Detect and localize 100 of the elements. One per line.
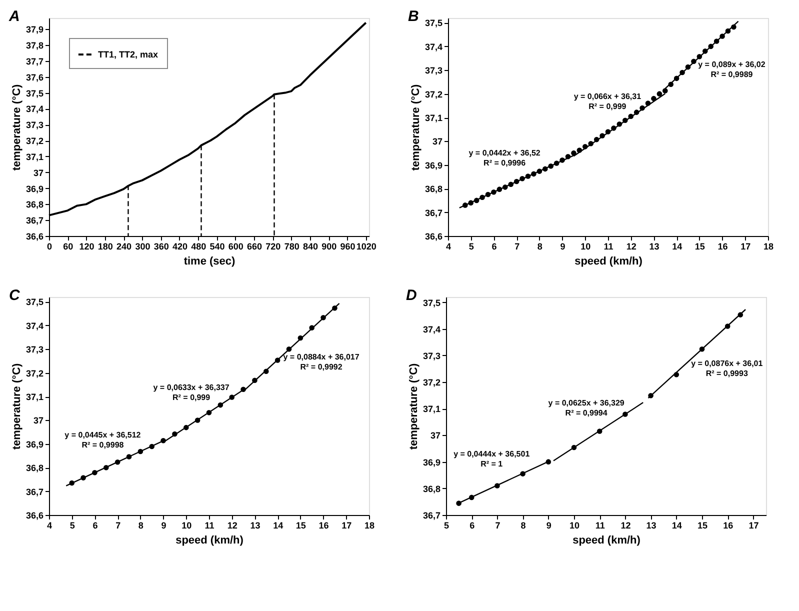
annotation: R² = 0,9996 <box>484 158 526 168</box>
x-tick-label: 16 <box>318 520 329 530</box>
annotation: y = 0,0444x + 36,501 <box>454 449 530 458</box>
x-tick-label: 18 <box>364 520 375 530</box>
x-tick-label: 5 <box>468 242 474 252</box>
legend-label: TT1, TT2, max <box>98 50 158 60</box>
x-axis-title: speed (km/h) <box>572 534 641 546</box>
y-tick-label: 37,4 <box>26 320 44 331</box>
x-tick-label: 10 <box>569 520 580 530</box>
x-tick-label: 480 <box>191 242 206 252</box>
y-tick-label: 37,7 <box>26 56 44 66</box>
x-tick-label: 540 <box>210 242 225 252</box>
x-tick-label: 12 <box>227 520 238 530</box>
y-tick-label: 36,6 <box>26 232 44 242</box>
y-tick-label: 37,2 <box>26 136 44 146</box>
annotation: R² = 0,9989 <box>710 70 754 79</box>
annotation: y = 0,0442x + 36,52 <box>468 148 541 158</box>
y-tick-label: 37,2 <box>26 368 44 378</box>
y-tick-label: 37,8 <box>26 40 44 51</box>
x-tick-label: 14 <box>273 520 284 530</box>
annotation: R² = 0,9992 <box>300 362 343 372</box>
annotation: R² = 0,999 <box>172 393 211 402</box>
y-tick-label: 36,9 <box>26 439 44 450</box>
chart-title: A <box>8 8 20 25</box>
x-tick-label: 6 <box>492 242 497 252</box>
x-tick-label: 14 <box>672 520 682 530</box>
x-tick-label: 9 <box>546 520 552 530</box>
y-tick-label: 36,8 <box>424 184 442 194</box>
x-tick-label: 13 <box>646 520 656 530</box>
y-tick-label: 36,6 <box>26 510 44 520</box>
x-tick-label: 600 <box>228 242 244 252</box>
x-tick-label: 7 <box>514 242 520 252</box>
x-tick-label: 13 <box>649 242 660 252</box>
y-tick-label: 37,4 <box>424 42 442 52</box>
y-axis-title: temperature (°C) <box>10 84 23 171</box>
y-tick-label: 37,1 <box>26 392 44 402</box>
y-tick-label: 37 <box>33 168 44 178</box>
y-tick-label: 36,8 <box>26 200 44 210</box>
x-tick-label: 10 <box>182 520 192 530</box>
annotation: y = 0,0633x + 36,337 <box>153 383 230 392</box>
annotation: R² = 1 <box>480 459 504 468</box>
annotation: y = 0,0884x + 36,017 <box>283 352 360 362</box>
x-tick-label: 17 <box>740 242 751 252</box>
y-tick-label: 36,7 <box>422 510 440 520</box>
x-tick-label: 8 <box>520 520 526 530</box>
x-tick-label: 10 <box>580 242 591 252</box>
annotation: R² = 0,999 <box>588 102 627 111</box>
x-tick-label: 5 <box>70 520 75 530</box>
x-tick-label: 17 <box>342 520 352 530</box>
annotation: y = 0,0876x + 36,01 <box>691 358 764 368</box>
y-tick-label: 37 <box>430 430 440 441</box>
x-tick-label: 17 <box>748 520 759 530</box>
y-tick-label: 37 <box>432 136 442 147</box>
x-tick-label: 15 <box>296 520 306 530</box>
x-tick-label: 720 <box>266 242 281 252</box>
x-tick-label: 8 <box>138 520 144 530</box>
y-tick-label: 36,9 <box>424 160 442 170</box>
x-tick-label: 7 <box>495 520 500 530</box>
y-tick-label: 37,2 <box>422 378 440 388</box>
x-tick-label: 180 <box>98 242 113 252</box>
x-axis-title: time (sec) <box>184 256 236 268</box>
x-axis-title: speed (km/h) <box>176 534 244 546</box>
y-tick-label: 37,5 <box>424 18 442 28</box>
y-tick-label: 37,4 <box>422 324 440 334</box>
x-tick-label: 15 <box>697 520 708 530</box>
x-tick-label: 8 <box>537 242 542 252</box>
chart-title: D <box>406 287 417 304</box>
y-tick-label: 37,5 <box>26 297 44 308</box>
x-tick-label: 660 <box>247 242 262 252</box>
annotation: y = 0,089x + 36,02 <box>698 60 766 69</box>
x-tick-label: 420 <box>172 242 188 252</box>
x-tick-label: 11 <box>595 520 605 530</box>
y-tick-label: 37,3 <box>26 344 44 355</box>
x-tick-label: 120 <box>79 242 94 252</box>
x-tick-label: 4 <box>46 520 52 530</box>
annotation: y = 0,0445x + 36,512 <box>64 430 142 440</box>
y-tick-label: 36,7 <box>26 216 44 226</box>
x-tick-label: 4 <box>446 242 452 252</box>
annotation: R² = 0,9994 <box>565 408 608 418</box>
x-tick-label: 900 <box>322 242 337 252</box>
x-tick-label: 9 <box>560 242 566 252</box>
y-tick-label: 37,3 <box>422 350 440 361</box>
y-tick-label: 37,9 <box>26 24 44 35</box>
chart-title: B <box>408 8 419 25</box>
x-tick-label: 960 <box>340 242 356 252</box>
y-axis-title: temperature (°C) <box>410 84 422 171</box>
annotation: y = 0,0625x + 36,329 <box>548 398 625 408</box>
x-tick-label: 11 <box>204 520 214 530</box>
annotation: R² = 0,9993 <box>706 368 748 378</box>
x-tick-label: 16 <box>723 520 734 530</box>
y-tick-label: 37,2 <box>424 89 442 100</box>
x-tick-label: 9 <box>161 520 166 530</box>
y-tick-label: 36,9 <box>26 184 44 194</box>
x-tick-label: 12 <box>620 520 631 530</box>
x-tick-label: 6 <box>470 520 475 530</box>
x-tick-label: 300 <box>135 242 150 252</box>
x-tick-label: 60 <box>63 242 74 252</box>
x-tick-label: 14 <box>672 242 682 252</box>
x-tick-label: 840 <box>302 242 318 252</box>
x-tick-label: 12 <box>626 242 636 252</box>
